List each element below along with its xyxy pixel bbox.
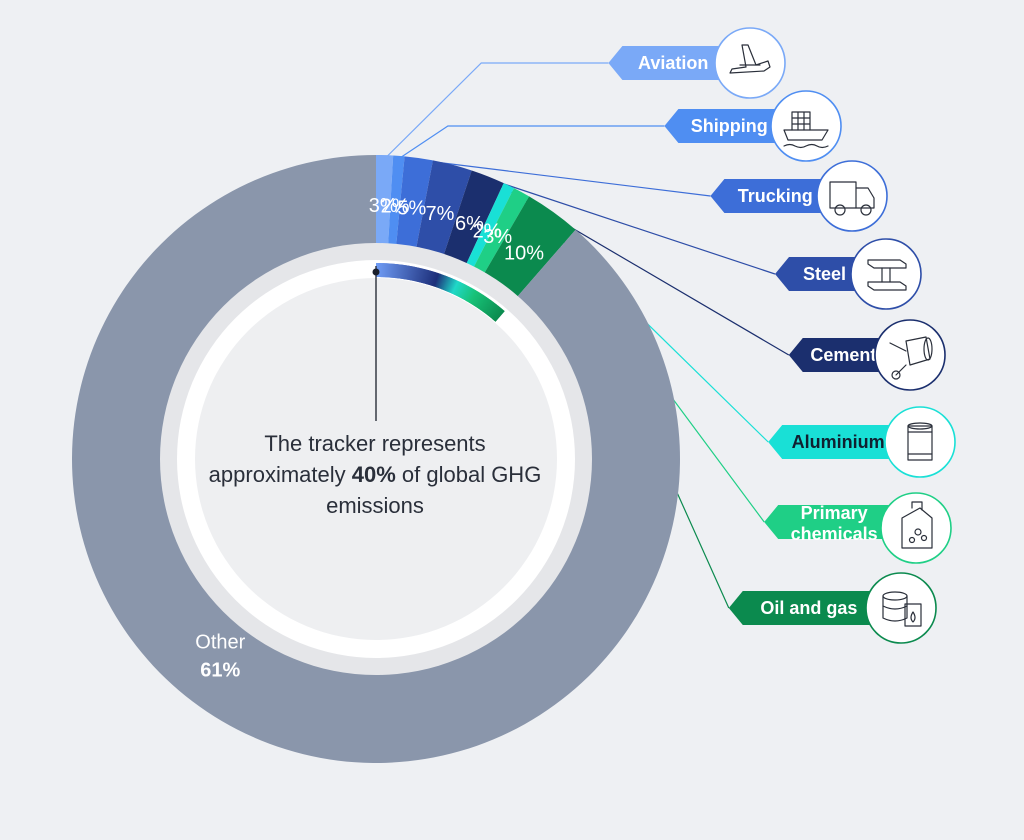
pointer-dot	[372, 268, 380, 276]
slice-value-label: 5%	[397, 198, 426, 220]
center-caption: The tracker represents approximately 40%…	[200, 428, 550, 521]
callout-label: Oil and gas	[760, 598, 857, 618]
chemical-canister-icon	[880, 492, 952, 564]
callout-label: Aluminium	[792, 432, 885, 452]
callout-line-shipping	[399, 125, 665, 159]
cement-mixer-icon	[874, 319, 946, 391]
slice-steel	[412, 160, 472, 273]
truck-icon-glyph	[829, 181, 875, 216]
slice-aviation	[376, 155, 394, 264]
center-highlight: 40%	[351, 462, 396, 487]
callout-tag-primary-chemicals	[764, 505, 898, 539]
callout-tag-shipping	[664, 109, 788, 143]
slice-trucking	[394, 156, 433, 267]
oil-barrel-icon-glyph	[882, 591, 922, 627]
callout-label: chemicals	[791, 524, 878, 544]
callout-label: Cement	[810, 345, 876, 365]
slice-value-label: 6%	[455, 213, 484, 235]
truck-icon	[816, 160, 888, 232]
slice-value-label: 10%	[504, 243, 544, 265]
ship-icon	[770, 90, 842, 162]
slice-shipping	[387, 155, 405, 264]
center-text-before: The tracker represents approximately	[208, 431, 486, 487]
callout-label: Steel	[803, 264, 846, 284]
callout-label: Shipping	[691, 116, 768, 136]
slice-cement	[437, 170, 504, 282]
airplane-icon-glyph	[729, 44, 771, 74]
callout-tags: Aviation Shipping Trucking Steel Cement Alumi…	[608, 27, 956, 644]
slice-value-label: 7%	[425, 203, 454, 225]
callout-tag-cement	[788, 338, 892, 372]
other-value-label: 61%	[200, 660, 240, 682]
slice-value-label: 3%	[483, 226, 512, 248]
callout-line-trucking	[418, 159, 711, 197]
callout-label: Primary	[801, 503, 868, 523]
callout-tag-aviation	[608, 46, 732, 80]
callout-label: Aviation	[638, 53, 708, 73]
progress-arc-segment	[494, 310, 505, 322]
slice-aluminium	[458, 183, 515, 285]
can-icon-glyph	[907, 422, 933, 461]
inner-progress-ring	[160, 243, 592, 675]
can-icon	[884, 406, 956, 478]
callout-label: Trucking	[738, 186, 813, 206]
chemical-canister-icon-glyph	[901, 501, 933, 549]
slice-value-label: 3%	[369, 195, 398, 217]
center-text-after: of global GHG emissions	[326, 462, 542, 518]
center-disc	[195, 278, 557, 640]
callout-tag-oil-and-gas	[728, 591, 883, 625]
slice-primary-chemicals	[464, 188, 530, 290]
ship-icon-glyph	[783, 111, 829, 149]
slice-value-label: 2%	[473, 221, 502, 243]
callout-tag-trucking	[710, 179, 834, 213]
airplane-icon	[714, 27, 786, 99]
cement-mixer-icon-glyph	[889, 336, 933, 380]
steel-beam-icon	[850, 238, 922, 310]
slice-value-label: 2%	[381, 196, 410, 218]
callout-tag-steel	[775, 257, 868, 291]
other-label: Other	[195, 632, 245, 654]
callout-line-aviation	[385, 62, 609, 158]
steel-beam-icon-glyph	[867, 259, 907, 291]
callout-tag-aluminium	[768, 425, 902, 459]
